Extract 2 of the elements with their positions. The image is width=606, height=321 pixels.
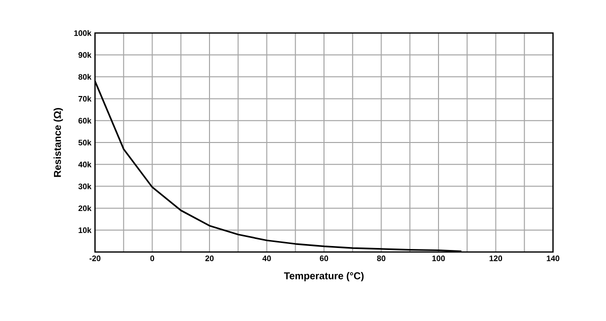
x-axis-title: Temperature (°C) (284, 272, 364, 282)
y-axis-title: Resistance (Ω) (54, 108, 63, 177)
